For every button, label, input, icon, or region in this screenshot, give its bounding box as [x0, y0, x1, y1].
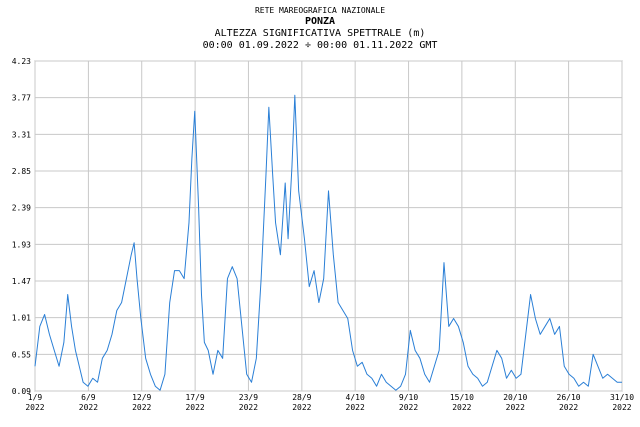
- x-tick-label: 12/9 2022: [132, 393, 151, 412]
- x-tick-label: 4/10 2022: [346, 393, 365, 412]
- y-tick-label: 1.47: [12, 277, 31, 286]
- x-tick-label: 26/10 2022: [557, 393, 581, 412]
- y-tick-label: 4.23: [12, 57, 31, 66]
- chart-title: RETE MAREOGRAFICA NAZIONALE: [255, 6, 385, 15]
- chart-subtitle: PONZA: [305, 16, 335, 27]
- y-tick-label: 1.93: [12, 240, 31, 249]
- x-tick-label: 15/10 2022: [450, 393, 474, 412]
- x-tick-label: 6/9 2022: [79, 393, 98, 412]
- x-tick-label: 20/10 2022: [503, 393, 527, 412]
- period: 00:00 01.09.2022 ÷ 00:00 01.11.2022 GMT: [203, 40, 438, 51]
- y-tick-label: 3.77: [12, 94, 31, 103]
- y-tick-label: 2.39: [12, 204, 31, 213]
- y-tick-label: 0.09: [12, 387, 31, 396]
- y-tick-label: 0.55: [12, 350, 31, 359]
- y-axis-label: ALTEZZA SIGNIFICATIVA SPETTRALE (m): [215, 28, 426, 39]
- x-tick-label: 9/10 2022: [399, 393, 418, 412]
- plot-frame: [34, 60, 623, 392]
- x-tick-label: 28/9 2022: [292, 393, 311, 412]
- x-tick-label: 17/9 2022: [185, 393, 204, 412]
- x-tick-label: 31/10 2022: [610, 393, 634, 412]
- x-tick-label: 1/9 2022: [25, 393, 44, 412]
- y-tick-label: 2.85: [12, 167, 31, 176]
- y-tick-label: 3.31: [12, 130, 31, 139]
- x-tick-label: 23/9 2022: [239, 393, 258, 412]
- y-tick-label: 1.01: [12, 314, 31, 323]
- data-line: [34, 94, 622, 391]
